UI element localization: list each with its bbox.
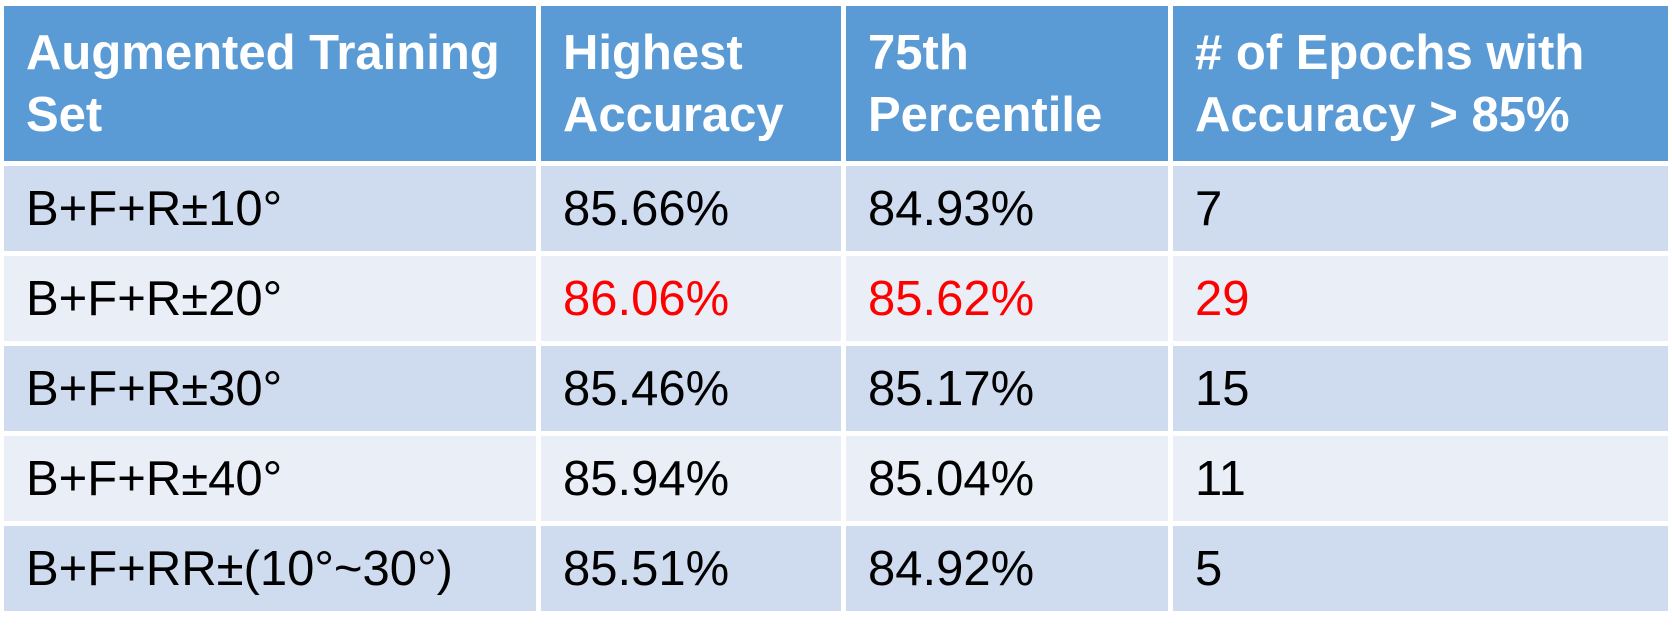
cell-training-set: B+F+RR±(10°~30°) (4, 526, 536, 611)
cell-75th-percentile: 84.93% (846, 166, 1168, 251)
results-table: Augmented Training Set Highest Accuracy … (0, 1, 1672, 616)
table-row: B+F+R±30° 85.46% 85.17% 15 (4, 346, 1668, 431)
header-training-set: Augmented Training Set (4, 6, 536, 161)
cell-highest-accuracy: 85.94% (541, 436, 841, 521)
cell-epochs-over-85: 15 (1173, 346, 1668, 431)
cell-highest-accuracy: 85.66% (541, 166, 841, 251)
cell-epochs-over-85: 11 (1173, 436, 1668, 521)
header-highest-accuracy: Highest Accuracy (541, 6, 841, 161)
cell-75th-percentile: 85.04% (846, 436, 1168, 521)
cell-75th-percentile: 85.62% (846, 256, 1168, 341)
cell-epochs-over-85: 5 (1173, 526, 1668, 611)
cell-epochs-over-85: 7 (1173, 166, 1668, 251)
cell-training-set: B+F+R±10° (4, 166, 536, 251)
table-row: B+F+R±10° 85.66% 84.93% 7 (4, 166, 1668, 251)
cell-75th-percentile: 84.92% (846, 526, 1168, 611)
cell-training-set: B+F+R±30° (4, 346, 536, 431)
table-row: B+F+R±20° 86.06% 85.62% 29 (4, 256, 1668, 341)
cell-training-set: B+F+R±40° (4, 436, 536, 521)
cell-highest-accuracy: 85.51% (541, 526, 841, 611)
table-row: B+F+R±40° 85.94% 85.04% 11 (4, 436, 1668, 521)
cell-epochs-over-85: 29 (1173, 256, 1668, 341)
header-75th-percentile: 75th Percentile (846, 6, 1168, 161)
cell-highest-accuracy: 86.06% (541, 256, 841, 341)
cell-training-set: B+F+R±20° (4, 256, 536, 341)
cell-75th-percentile: 85.17% (846, 346, 1168, 431)
cell-highest-accuracy: 85.46% (541, 346, 841, 431)
results-table-container: Augmented Training Set Highest Accuracy … (4, 6, 1668, 611)
header-epochs-over-85: # of Epochs with Accuracy > 85% (1173, 6, 1668, 161)
header-row: Augmented Training Set Highest Accuracy … (4, 6, 1668, 161)
table-row: B+F+RR±(10°~30°) 85.51% 84.92% 5 (4, 526, 1668, 611)
